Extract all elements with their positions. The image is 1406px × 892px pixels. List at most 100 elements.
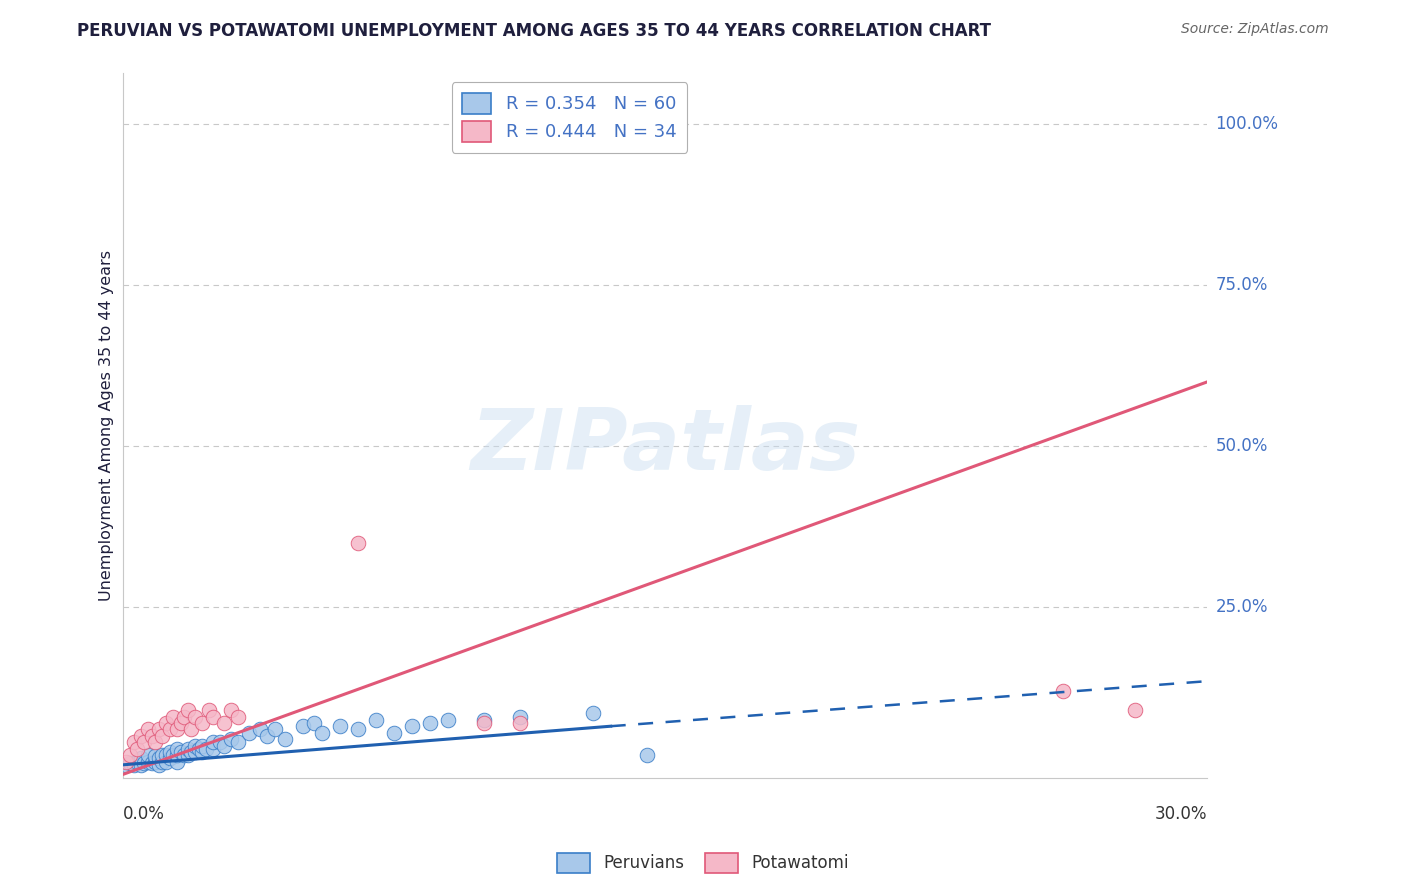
- Point: [212, 739, 235, 753]
- Text: 30.0%: 30.0%: [1154, 805, 1208, 823]
- Point: [472, 716, 495, 731]
- Point: [180, 723, 202, 737]
- Point: [148, 723, 170, 737]
- Text: 50.0%: 50.0%: [1216, 437, 1268, 455]
- Point: [509, 716, 531, 731]
- Point: [419, 716, 441, 731]
- Point: [166, 748, 188, 763]
- Point: [219, 703, 242, 717]
- Point: [274, 732, 297, 747]
- Text: ZIPatlas: ZIPatlas: [470, 405, 860, 488]
- Point: [152, 748, 174, 763]
- Point: [346, 536, 368, 550]
- Point: [136, 723, 159, 737]
- Point: [159, 751, 181, 765]
- Point: [127, 755, 149, 769]
- Point: [582, 706, 605, 721]
- Point: [115, 755, 138, 769]
- Point: [191, 745, 214, 759]
- Legend: Peruvians, Potawatomi: Peruvians, Potawatomi: [550, 847, 856, 880]
- Point: [155, 755, 177, 769]
- Point: [184, 745, 207, 759]
- Point: [152, 755, 174, 769]
- Point: [177, 741, 200, 756]
- Point: [148, 757, 170, 772]
- Point: [249, 723, 271, 737]
- Point: [187, 741, 209, 756]
- Point: [127, 741, 149, 756]
- Point: [162, 748, 184, 763]
- Point: [118, 756, 141, 770]
- Point: [219, 732, 242, 747]
- Point: [184, 739, 207, 753]
- Text: 25.0%: 25.0%: [1216, 599, 1268, 616]
- Point: [311, 725, 333, 739]
- Point: [129, 751, 152, 765]
- Text: 0.0%: 0.0%: [122, 805, 165, 823]
- Point: [129, 729, 152, 743]
- Text: 75.0%: 75.0%: [1216, 277, 1268, 294]
- Point: [162, 709, 184, 723]
- Point: [159, 723, 181, 737]
- Point: [136, 748, 159, 763]
- Point: [228, 709, 250, 723]
- Point: [202, 709, 225, 723]
- Point: [143, 735, 166, 749]
- Point: [143, 755, 166, 769]
- Point: [166, 741, 188, 756]
- Point: [256, 729, 278, 743]
- Point: [636, 748, 658, 763]
- Point: [509, 709, 531, 723]
- Point: [212, 716, 235, 731]
- Point: [141, 729, 163, 743]
- Point: [155, 748, 177, 763]
- Point: [472, 713, 495, 727]
- Point: [184, 709, 207, 723]
- Point: [177, 748, 200, 763]
- Point: [136, 755, 159, 769]
- Legend: R = 0.354   N = 60, R = 0.444   N = 34: R = 0.354 N = 60, R = 0.444 N = 34: [451, 82, 688, 153]
- Text: Source: ZipAtlas.com: Source: ZipAtlas.com: [1181, 22, 1329, 37]
- Point: [263, 723, 285, 737]
- Point: [346, 723, 368, 737]
- Point: [180, 745, 202, 759]
- Point: [169, 745, 191, 759]
- Point: [1052, 683, 1074, 698]
- Point: [382, 725, 405, 739]
- Y-axis label: Unemployment Among Ages 35 to 44 years: Unemployment Among Ages 35 to 44 years: [100, 250, 114, 601]
- Point: [173, 709, 195, 723]
- Text: 100.0%: 100.0%: [1216, 115, 1278, 134]
- Point: [169, 716, 191, 731]
- Point: [122, 735, 145, 749]
- Point: [143, 749, 166, 764]
- Point: [152, 729, 174, 743]
- Point: [159, 745, 181, 759]
- Point: [401, 719, 423, 733]
- Point: [437, 713, 460, 727]
- Point: [166, 723, 188, 737]
- Point: [191, 739, 214, 753]
- Point: [198, 703, 221, 717]
- Point: [134, 756, 156, 770]
- Point: [194, 741, 217, 756]
- Point: [155, 716, 177, 731]
- Point: [228, 735, 250, 749]
- Point: [134, 735, 156, 749]
- Point: [115, 757, 138, 772]
- Point: [304, 716, 326, 731]
- Point: [122, 757, 145, 772]
- Point: [329, 719, 352, 733]
- Point: [292, 719, 315, 733]
- Point: [129, 757, 152, 772]
- Point: [202, 735, 225, 749]
- Point: [141, 756, 163, 770]
- Point: [173, 748, 195, 763]
- Point: [166, 755, 188, 769]
- Point: [177, 703, 200, 717]
- Point: [498, 118, 520, 132]
- Point: [191, 716, 214, 731]
- Point: [1123, 703, 1146, 717]
- Point: [209, 735, 232, 749]
- Point: [118, 748, 141, 763]
- Point: [364, 713, 387, 727]
